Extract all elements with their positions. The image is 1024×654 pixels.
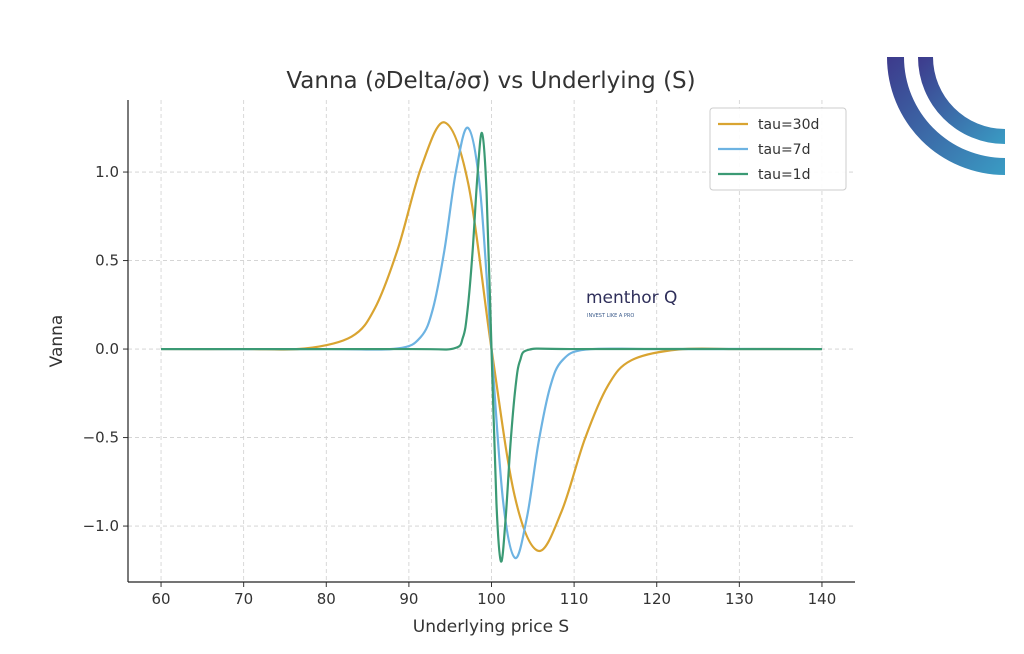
- legend-box: [709, 107, 847, 191]
- x-tick-label: 80: [317, 590, 336, 608]
- x-tick-label: 120: [642, 590, 671, 608]
- y-tick-label: −0.5: [83, 429, 119, 447]
- y-tick-label: 0.0: [95, 340, 119, 358]
- menthorq-watermark: menthor Q INVEST LIKE A PRO: [586, 288, 677, 319]
- x-tick-label: 130: [725, 590, 754, 608]
- y-tick-label: −1.0: [83, 517, 119, 535]
- y-axis-label: Vanna: [47, 315, 67, 368]
- x-tick-label: 60: [151, 590, 170, 608]
- legend-label: tau=7d: [758, 142, 810, 158]
- legend-label: tau=30d: [758, 117, 819, 133]
- x-tick-label: 110: [560, 590, 589, 608]
- brand-logo-arcs: [887, 57, 1005, 175]
- x-tick-label: 140: [808, 590, 837, 608]
- legend-label: tau=1d: [758, 167, 810, 183]
- x-tick-label: 70: [234, 590, 253, 608]
- watermark-brand: menthor Q: [586, 288, 677, 308]
- legend: tau=30d tau=7d tau=1d: [709, 107, 847, 191]
- y-tick-label: 1.0: [95, 163, 119, 181]
- x-axis-label: Underlying price S: [413, 617, 569, 637]
- chart-title: Vanna (∂Delta/∂σ) vs Underlying (S): [286, 68, 695, 94]
- series-line-tau-1d: [161, 131, 822, 563]
- y-tick-label: 0.5: [95, 252, 119, 270]
- watermark-tagline: INVEST LIKE A PRO: [587, 313, 634, 319]
- x-tick-label: 100: [477, 590, 506, 608]
- x-tick-label: 90: [399, 590, 418, 608]
